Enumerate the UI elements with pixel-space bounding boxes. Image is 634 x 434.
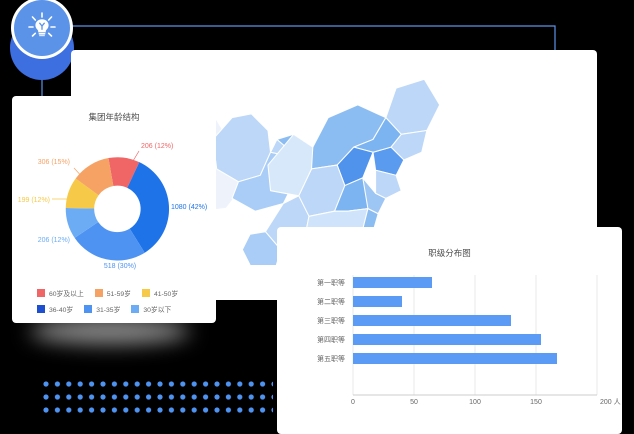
svg-text:206 (12%): 206 (12%) bbox=[38, 237, 70, 244]
svg-text:第五职等: 第五职等 bbox=[317, 354, 345, 363]
svg-text:第三职等: 第三职等 bbox=[317, 316, 345, 325]
svg-text:第四职等: 第四职等 bbox=[317, 335, 345, 344]
svg-text:1080 (42%): 1080 (42%) bbox=[171, 204, 207, 211]
svg-text:200 人: 200 人 bbox=[600, 398, 621, 406]
svg-text:150: 150 bbox=[530, 399, 542, 406]
svg-text:100: 100 bbox=[469, 399, 481, 406]
svg-text:306 (15%): 306 (15%) bbox=[38, 159, 70, 166]
svg-text:206 (12%): 206 (12%) bbox=[141, 143, 173, 150]
svg-text:第二职等: 第二职等 bbox=[317, 297, 345, 306]
svg-text:50: 50 bbox=[410, 399, 418, 406]
svg-text:0: 0 bbox=[351, 399, 355, 406]
svg-text:第一职等: 第一职等 bbox=[317, 278, 345, 287]
svg-text:518 (30%): 518 (30%) bbox=[104, 263, 136, 270]
svg-text:199 (12%): 199 (12%) bbox=[18, 197, 50, 204]
